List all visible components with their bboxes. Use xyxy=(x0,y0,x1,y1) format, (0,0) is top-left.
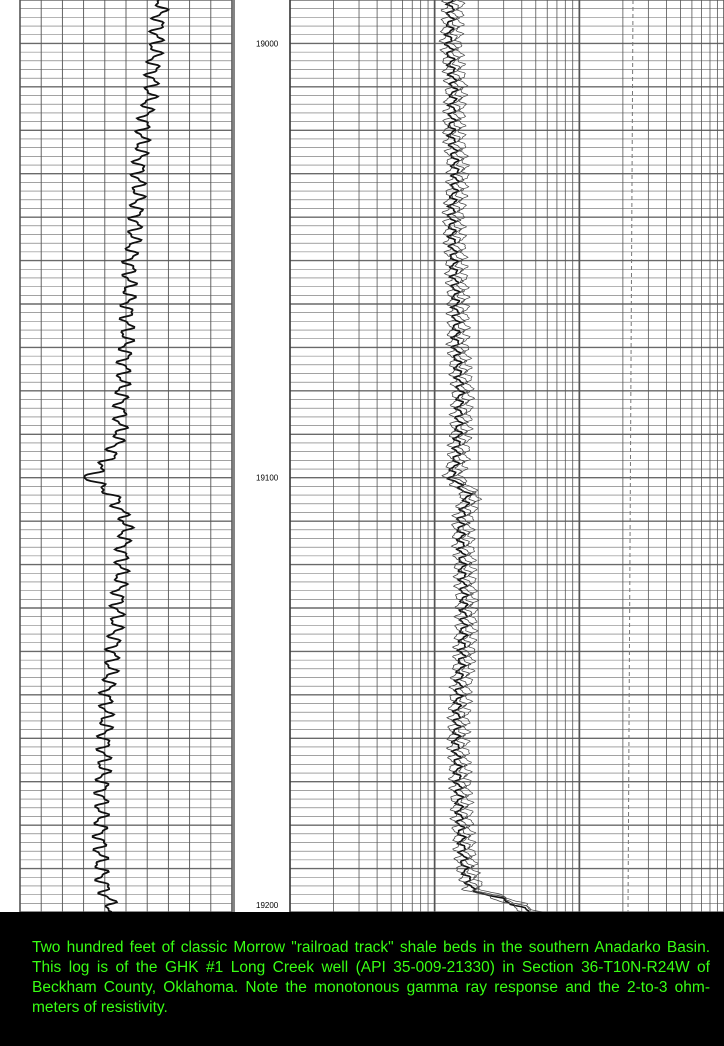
well-log-chart: 19000 19100 19200 xyxy=(0,0,724,912)
depth-label: 19100 xyxy=(256,474,279,483)
track2-curve-overlay xyxy=(448,0,531,912)
caption-box: Two hundred feet of classic Morrow "rail… xyxy=(0,912,724,1046)
depth-track: 19000 19100 19200 xyxy=(256,39,279,910)
chart-background xyxy=(0,0,724,912)
depth-label: 19200 xyxy=(256,901,279,910)
track2-curve-overlay xyxy=(438,0,524,912)
log-grid xyxy=(19,0,724,912)
track1-curve xyxy=(83,0,171,912)
track2-dashed-curve xyxy=(627,0,634,912)
caption-text: Two hundred feet of classic Morrow "rail… xyxy=(32,939,710,1016)
depth-label: 19000 xyxy=(256,39,279,48)
log-curves xyxy=(83,0,634,912)
track2-curve-overlay xyxy=(453,0,543,912)
